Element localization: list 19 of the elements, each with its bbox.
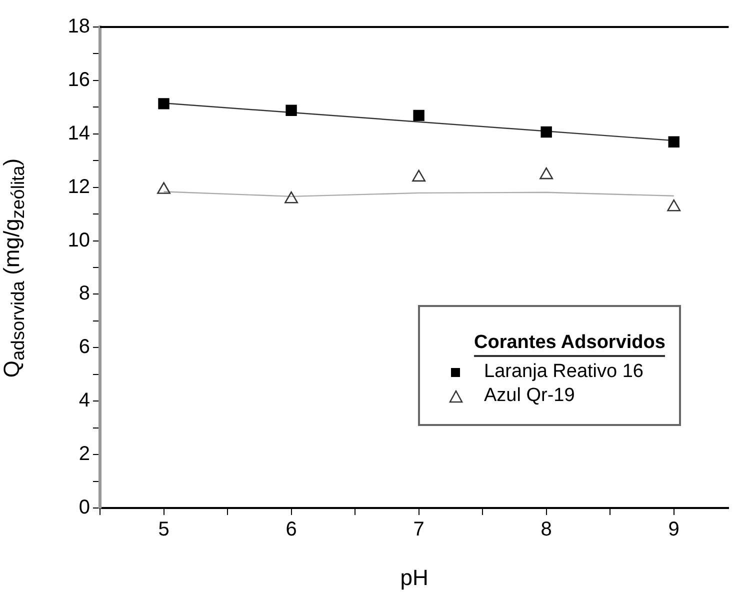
y-tick-label: 4 xyxy=(78,390,90,412)
x-axis-title: pH xyxy=(400,564,428,590)
legend-label: Laranja Reativo 16 xyxy=(484,361,644,383)
y-tick-label: 6 xyxy=(78,336,90,358)
x-tick-label: 9 xyxy=(668,518,680,541)
y-tick-label: 14 xyxy=(68,122,90,144)
y-tick-label: 0 xyxy=(78,496,90,519)
y-tick-label: 12 xyxy=(68,176,90,198)
y-tick-label: 18 xyxy=(68,16,90,38)
y-tick-label: 2 xyxy=(78,443,90,466)
y-tick-label: 8 xyxy=(78,282,90,305)
x-tick-label: 5 xyxy=(158,518,170,541)
y-tick-label: 16 xyxy=(68,68,90,91)
y-tick-label: 10 xyxy=(68,229,90,252)
x-tick-label: 7 xyxy=(413,518,424,541)
x-tick-label: 8 xyxy=(540,518,552,541)
legend-label: Azul Qr-19 xyxy=(484,385,575,407)
x-tick-label: 6 xyxy=(286,518,297,541)
legend-title: Corantes Adsorvidos xyxy=(474,332,666,357)
